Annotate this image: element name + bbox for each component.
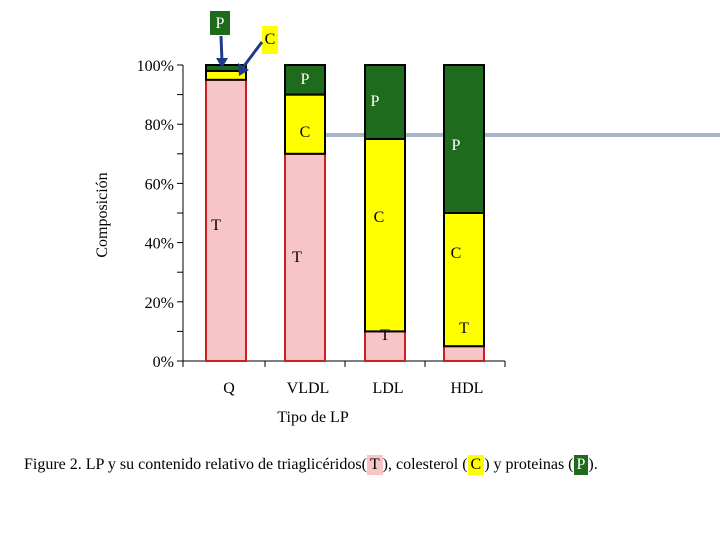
caption-text-3: ) y proteinas ( — [484, 456, 574, 473]
bar-layer — [205, 64, 485, 363]
x-tick-label: VLDL — [287, 380, 330, 397]
bar-ldl-triglyceride — [364, 330, 406, 362]
segment-label-q-triglyceride: T — [211, 217, 221, 234]
bar-q-triglyceride — [205, 78, 247, 363]
segment-label-layer: T T C P T C P T C P — [211, 71, 469, 344]
segment-label-vldl-triglyceride: T — [292, 249, 302, 266]
caption-text-4: ). — [588, 456, 598, 473]
y-tick-label: 80% — [145, 117, 174, 134]
q-callout-c-arrow — [242, 41, 264, 67]
legend-swatch-t: T — [366, 455, 383, 475]
x-tick-label: LDL — [372, 380, 403, 397]
q-callout-p-arrow — [219, 35, 224, 63]
legend-swatch-c: C — [467, 455, 485, 475]
segment-label-ldl-protein: P — [371, 93, 380, 110]
x-tick-label: Q — [223, 380, 235, 397]
bar-vldl-triglyceride — [284, 152, 326, 362]
q-callout-c-arrowhead — [238, 63, 249, 76]
segment-label-hdl-cholesterol: C — [451, 245, 462, 262]
segment-label-ldl-cholesterol: C — [374, 209, 385, 226]
bar-hdl-triglyceride — [443, 345, 485, 363]
segment-label-hdl-triglyceride: T — [459, 320, 469, 337]
bar-ldl-cholesterol — [364, 138, 406, 333]
q-callout-p-arrowhead — [216, 58, 228, 68]
figure-caption: Figure 2. LP y su contenido relativo de … — [24, 455, 714, 475]
caption-text-1: LP y su contenido relativo de triaglicér… — [85, 456, 367, 473]
y-tick-label: 20% — [145, 295, 174, 312]
segment-label-hdl-protein: P — [452, 137, 461, 154]
segment-label-ldl-triglyceride: T — [380, 327, 390, 344]
x-axis-title: Tipo de LP — [277, 409, 349, 426]
bar-ldl-protein — [364, 64, 406, 140]
q-callout-c-box — [262, 26, 278, 54]
segment-label-vldl-protein: P — [301, 71, 310, 88]
figure-label: Figure 2. — [24, 456, 82, 473]
y-axis-title: Composición — [94, 172, 111, 257]
x-tick-label: HDL — [451, 380, 484, 397]
bar-q-protein — [205, 64, 247, 72]
q-callout-p-label: P — [216, 15, 225, 32]
bar-hdl-cholesterol — [443, 212, 485, 348]
q-callout-p-box — [210, 11, 230, 35]
bar-vldl-protein — [284, 64, 326, 96]
caption-text-2: ), colesterol ( — [382, 456, 468, 473]
callout-layer: PC — [210, 11, 278, 76]
y-tick-label: 40% — [145, 236, 174, 253]
segment-label-vldl-cholesterol: C — [300, 124, 311, 141]
y-tick-label: 100% — [137, 58, 174, 75]
axis-layer: 0% 20% 40% 60% 80% 100% Q VLDL LDL HDL Tipo de LP C… — [94, 58, 506, 426]
bar-hdl-protein — [443, 64, 485, 214]
y-tick-label: 0% — [153, 354, 174, 371]
y-tick-label: 60% — [145, 176, 174, 193]
legend-swatch-p: P — [573, 455, 589, 475]
q-callout-c-label: C — [265, 31, 276, 48]
composition-chart: 0% 20% 40% 60% 80% 100% Q VLDL LDL HDL Tipo de LP C… — [94, 11, 720, 426]
